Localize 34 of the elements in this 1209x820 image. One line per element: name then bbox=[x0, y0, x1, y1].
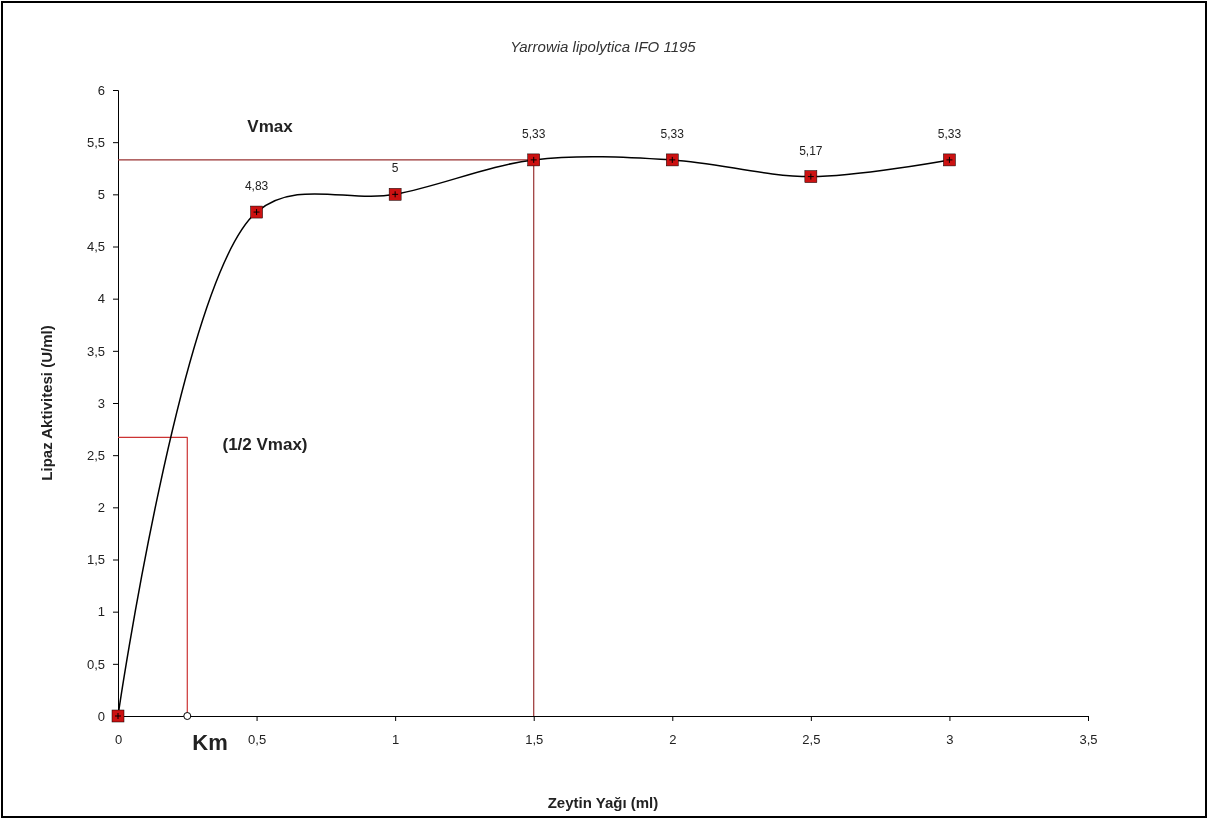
data-label: 5,33 bbox=[522, 126, 546, 141]
y-tick-label: 2,5 bbox=[86, 447, 105, 463]
x-tick-label: 3 bbox=[946, 732, 954, 748]
y-tick-label: 4 bbox=[97, 291, 105, 307]
annotation: (1/2 Vmax) bbox=[222, 435, 308, 454]
x-tick-label: 3,5 bbox=[1079, 732, 1098, 748]
y-tick-label: 5,5 bbox=[86, 134, 105, 150]
x-tick-label: 2 bbox=[669, 732, 677, 748]
data-label: 5,33 bbox=[937, 126, 962, 141]
x-tick-label: 0 bbox=[114, 732, 123, 748]
x-tick-label: 1,5 bbox=[525, 732, 544, 748]
y-tick-label: 5 bbox=[97, 186, 105, 202]
y-tick-label: 1 bbox=[97, 604, 105, 620]
chart-title: Yarrowia lipolytica IFO 1195 bbox=[510, 38, 697, 55]
annotation: Vmax bbox=[247, 117, 294, 136]
y-tick-label: 3 bbox=[97, 395, 105, 411]
data-label: 4,83 bbox=[244, 179, 269, 194]
data-label: 5 bbox=[391, 161, 399, 176]
y-tick-label: 3,5 bbox=[86, 343, 105, 359]
x-tick-label: 2,5 bbox=[802, 732, 821, 748]
y-tick-label: 6 bbox=[97, 82, 105, 98]
text: Km bbox=[192, 730, 228, 755]
x-tick-label: 0,5 bbox=[248, 732, 267, 748]
x-tick-label: 1 bbox=[392, 732, 400, 748]
point bbox=[183, 712, 192, 720]
data-label: 5,33 bbox=[660, 126, 685, 141]
y-tick-label: 4,5 bbox=[86, 239, 105, 255]
x-axis-title: Zeytin Yağı (ml) bbox=[547, 794, 659, 811]
y-tick-label: 0,5 bbox=[86, 656, 105, 672]
y-tick-label: 1,5 bbox=[86, 552, 105, 568]
data-label: 5,17 bbox=[799, 143, 823, 158]
y-tick-label: 0 bbox=[97, 708, 105, 724]
y-axis-title: Lipaz Aktivitesi (U/ml) bbox=[38, 325, 55, 481]
y-tick-label: 2 bbox=[97, 499, 105, 515]
